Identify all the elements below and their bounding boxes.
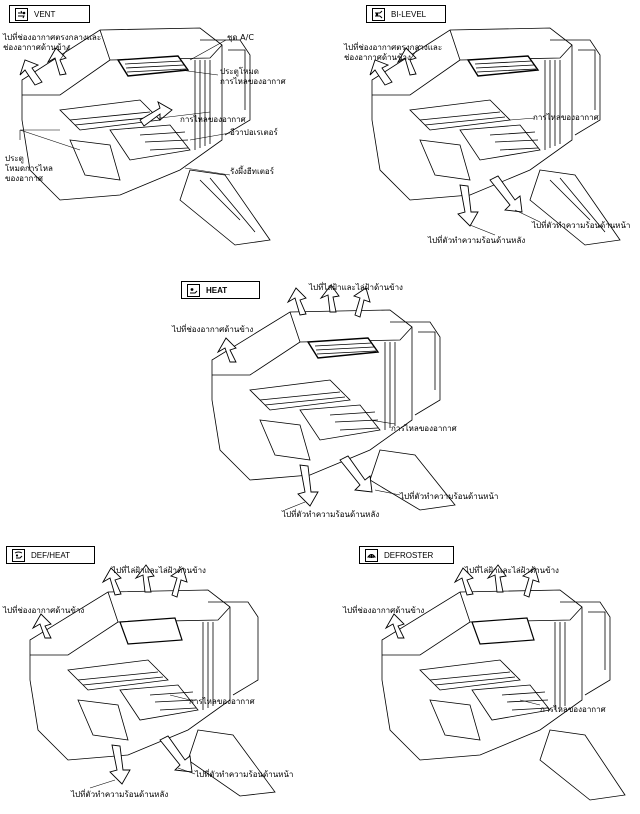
defheat-icon <box>12 548 25 562</box>
bilevel-label-front-heater: ไปที่ตัวทำความร้อนด้านหน้า <box>532 221 631 230</box>
vent-label-mode-door-2: การไหลของอากาศ <box>220 77 286 86</box>
vent-label-air-flow: การไหลของอากาศ <box>180 115 246 124</box>
vent-label-air-door-3: ของอากาศ <box>5 174 43 183</box>
vent-label-air-door: ประตู <box>5 154 24 163</box>
defroster-icon <box>365 548 378 562</box>
vent-label-center-side-2: ช่องอากาศด้านข้าง <box>3 43 70 52</box>
vent-mode-label: VENT <box>34 9 56 19</box>
heat-label-rear-heater: ไปที่ตัวทำความร้อนด้านหลัง <box>282 510 380 519</box>
defheat-label-air-flow: การไหลของอากาศ <box>189 697 255 706</box>
vent-label-ac-unit: ชุด A/C <box>227 33 254 42</box>
bilevel-label-rear-heater: ไปที่ตัวทำความร้อนด้านหลัง <box>428 236 526 245</box>
defheat-hvac-unit-drawing <box>29 564 276 797</box>
vent-label-air-door-2: โหมดการไหล <box>5 164 53 173</box>
vent-label-heater-core: รังผึ้งฮีทเตอร์ <box>230 167 274 176</box>
heat-label-windshield: ไปที่ไล่ฝ้าและไล่ฝ้าด้านข้าง <box>309 283 403 292</box>
vent-label-mode-door: ประตูโหมด <box>220 67 259 76</box>
heat-label-side-vent: ไปที่ช่องอากาศด้านข้าง <box>172 325 254 334</box>
defheat-label-front-heater: ไปที่ตัวทำความร้อนด้านหน้า <box>195 770 294 779</box>
vent-icon <box>15 7 28 21</box>
vent-label-center-side: ไปที่ช่องอากาศตรงกลางและ <box>3 33 102 42</box>
bilevel-mode-label: BI-LEVEL <box>391 9 427 19</box>
bilevel-label-center-side: ไปที่ช่องอากาศตรงกลางและ <box>344 43 443 52</box>
vent-label-evaporator: อีวาปอเรเตอร์ <box>230 128 278 137</box>
defheat-mode-label: DEF/HEAT <box>31 550 70 560</box>
defroster-mode-label: DEFROSTER <box>384 550 434 560</box>
defheat-label-rear-heater: ไปที่ตัวทำความร้อนด้านหลัง <box>71 790 169 799</box>
defroster-label-air-flow: การไหลของอากาศ <box>540 705 606 714</box>
bilevel-label-center-side-2: ช่องอากาศด้านข้าง <box>344 53 411 62</box>
heat-label-front-heater: ไปที่ตัวทำความร้อนด้านหน้า <box>400 492 499 501</box>
defheat-label-side-vent: ไปที่ช่องอากาศด้านข้าง <box>3 606 85 615</box>
bilevel-hvac-unit-drawing <box>369 27 621 246</box>
bilevel-icon <box>372 7 385 21</box>
bilevel-mode-box: BI-LEVEL <box>366 5 446 23</box>
defheat-mode-box: DEF/HEAT <box>6 546 95 564</box>
defroster-label-side-vent: ไปที่ช่องอากาศด้านข้าง <box>343 606 425 615</box>
vent-mode-box: VENT <box>9 5 90 23</box>
heat-mode-label: HEAT <box>206 285 228 295</box>
vent-hvac-unit-drawing <box>19 27 271 246</box>
heat-hvac-unit-drawing <box>211 284 456 511</box>
defheat-label-windshield: ไปที่ไล่ฝ้าและไล่ฝ้าด้านข้าง <box>112 566 206 575</box>
defroster-label-windshield: ไปที่ไล่ฝ้าและไล่ฝ้าด้านข้าง <box>465 566 559 575</box>
heat-icon <box>187 283 200 297</box>
defroster-mode-box: DEFROSTER <box>359 546 454 564</box>
heat-mode-box: HEAT <box>181 281 260 299</box>
defroster-hvac-unit-drawing <box>381 564 626 801</box>
heat-label-air-flow: การไหลของอากาศ <box>391 424 457 433</box>
bilevel-label-air-flow: การไหลของอากาศ <box>533 113 599 122</box>
